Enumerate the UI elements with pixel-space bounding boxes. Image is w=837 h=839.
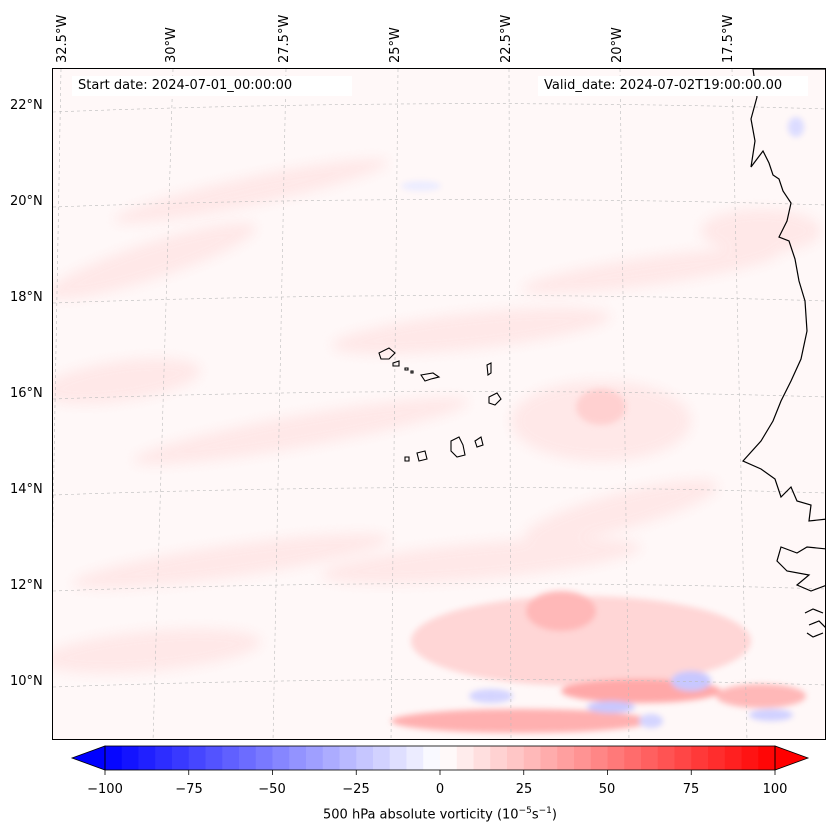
lat-label-18n: 18°N bbox=[10, 290, 43, 305]
colorbar-segment bbox=[440, 746, 458, 770]
colorbar-segment bbox=[105, 746, 123, 770]
colorbar-tick-marks bbox=[104, 770, 776, 775]
vorticity-field bbox=[53, 69, 825, 739]
colorbar-segment bbox=[708, 746, 726, 770]
colorbar-tick-label: 75 bbox=[682, 782, 700, 797]
colorbar-segment bbox=[389, 746, 408, 770]
colorbar-segment bbox=[255, 746, 274, 770]
start-date: Start date: 2024-07-01_00:00:00 bbox=[72, 76, 352, 96]
map-panel bbox=[52, 68, 826, 740]
colorbar-segment bbox=[507, 746, 525, 770]
colorbar-tick-label: −100 bbox=[87, 782, 123, 797]
colorbar-segment bbox=[205, 746, 223, 770]
colorbar-tick-label: 25 bbox=[515, 782, 533, 797]
lat-label-14n: 14°N bbox=[10, 482, 43, 497]
colorbar-segment bbox=[423, 746, 441, 770]
lat-label-12n: 12°N bbox=[10, 578, 43, 593]
colorbar-segment bbox=[624, 746, 642, 770]
colorbar-segment bbox=[155, 746, 173, 770]
graticule bbox=[53, 69, 825, 739]
vorticity-streaks bbox=[53, 158, 821, 674]
colorbar-tick-label: 50 bbox=[598, 782, 616, 797]
colorbar-segment bbox=[523, 746, 542, 770]
colorbar-label: 500 hPa absolute vorticity (10−5s−1) bbox=[323, 806, 557, 823]
lon-label-25w: 25°W bbox=[388, 27, 403, 63]
colorbar-segments bbox=[105, 746, 776, 770]
lon-label-22.5w: 22.5°W bbox=[499, 14, 514, 63]
colorbar-segment bbox=[473, 746, 491, 770]
colorbar-segment bbox=[222, 746, 240, 770]
lat-label-10n: 10°N bbox=[10, 674, 43, 689]
colorbar-tick-label: −50 bbox=[258, 782, 286, 797]
colorbar-segment bbox=[356, 746, 374, 770]
lon-label-27.5w: 27.5°W bbox=[277, 14, 292, 63]
colorbar-segment bbox=[289, 746, 307, 770]
colorbar-segment bbox=[322, 746, 341, 770]
colorbar-segment bbox=[138, 746, 156, 770]
colorbar-segment bbox=[121, 746, 140, 770]
colorbar-tick-label: −75 bbox=[175, 782, 203, 797]
colorbar-extend-high bbox=[774, 745, 810, 771]
colorbar-segment bbox=[456, 746, 475, 770]
colorbar-segment bbox=[691, 746, 709, 770]
colorbar-segment bbox=[373, 746, 391, 770]
lon-label-20w: 20°W bbox=[610, 27, 625, 63]
colorbar-tick-label: −25 bbox=[342, 782, 370, 797]
lon-label-17.5w: 17.5°W bbox=[721, 14, 736, 63]
lat-label-16n: 16°N bbox=[10, 386, 43, 401]
lon-label-30w: 30°W bbox=[164, 27, 179, 63]
colorbar-segment bbox=[490, 746, 508, 770]
colorbar-segment bbox=[741, 746, 759, 770]
valid-date: Valid_date: 2024-07-02T19:00:00.00 bbox=[538, 76, 808, 96]
colorbar bbox=[70, 745, 810, 775]
colorbar-segment bbox=[406, 746, 424, 770]
colorbar-segment bbox=[188, 746, 207, 770]
cape-verde-islands bbox=[378, 347, 502, 462]
colorbar-segment bbox=[590, 746, 609, 770]
colorbar-segment bbox=[540, 746, 558, 770]
colorbar-segment bbox=[607, 746, 625, 770]
colorbar-segment bbox=[306, 746, 324, 770]
colorbar-segment bbox=[339, 746, 357, 770]
colorbar-segment bbox=[674, 746, 692, 770]
lon-label-32.5w: 32.5°W bbox=[55, 14, 70, 63]
colorbar-segment bbox=[574, 746, 592, 770]
colorbar-segment bbox=[758, 746, 776, 770]
lat-label-22n: 22°N bbox=[10, 98, 43, 113]
colorbar-tick-label: 100 bbox=[762, 782, 788, 797]
colorbar-segment bbox=[641, 746, 659, 770]
colorbar-segment bbox=[272, 746, 290, 770]
colorbar-segment bbox=[239, 746, 257, 770]
africa-coastline bbox=[742, 69, 825, 522]
colorbar-segment bbox=[557, 746, 575, 770]
colorbar-segment bbox=[657, 746, 676, 770]
colorbar-segment bbox=[172, 746, 190, 770]
africa-coastline-south bbox=[776, 546, 825, 638]
colorbar-extend-low bbox=[70, 745, 106, 771]
southern-vorticity-band bbox=[391, 117, 806, 733]
colorbar-tick-label: 0 bbox=[435, 782, 445, 797]
colorbar-segment bbox=[724, 746, 743, 770]
lat-label-20n: 20°N bbox=[10, 194, 43, 209]
